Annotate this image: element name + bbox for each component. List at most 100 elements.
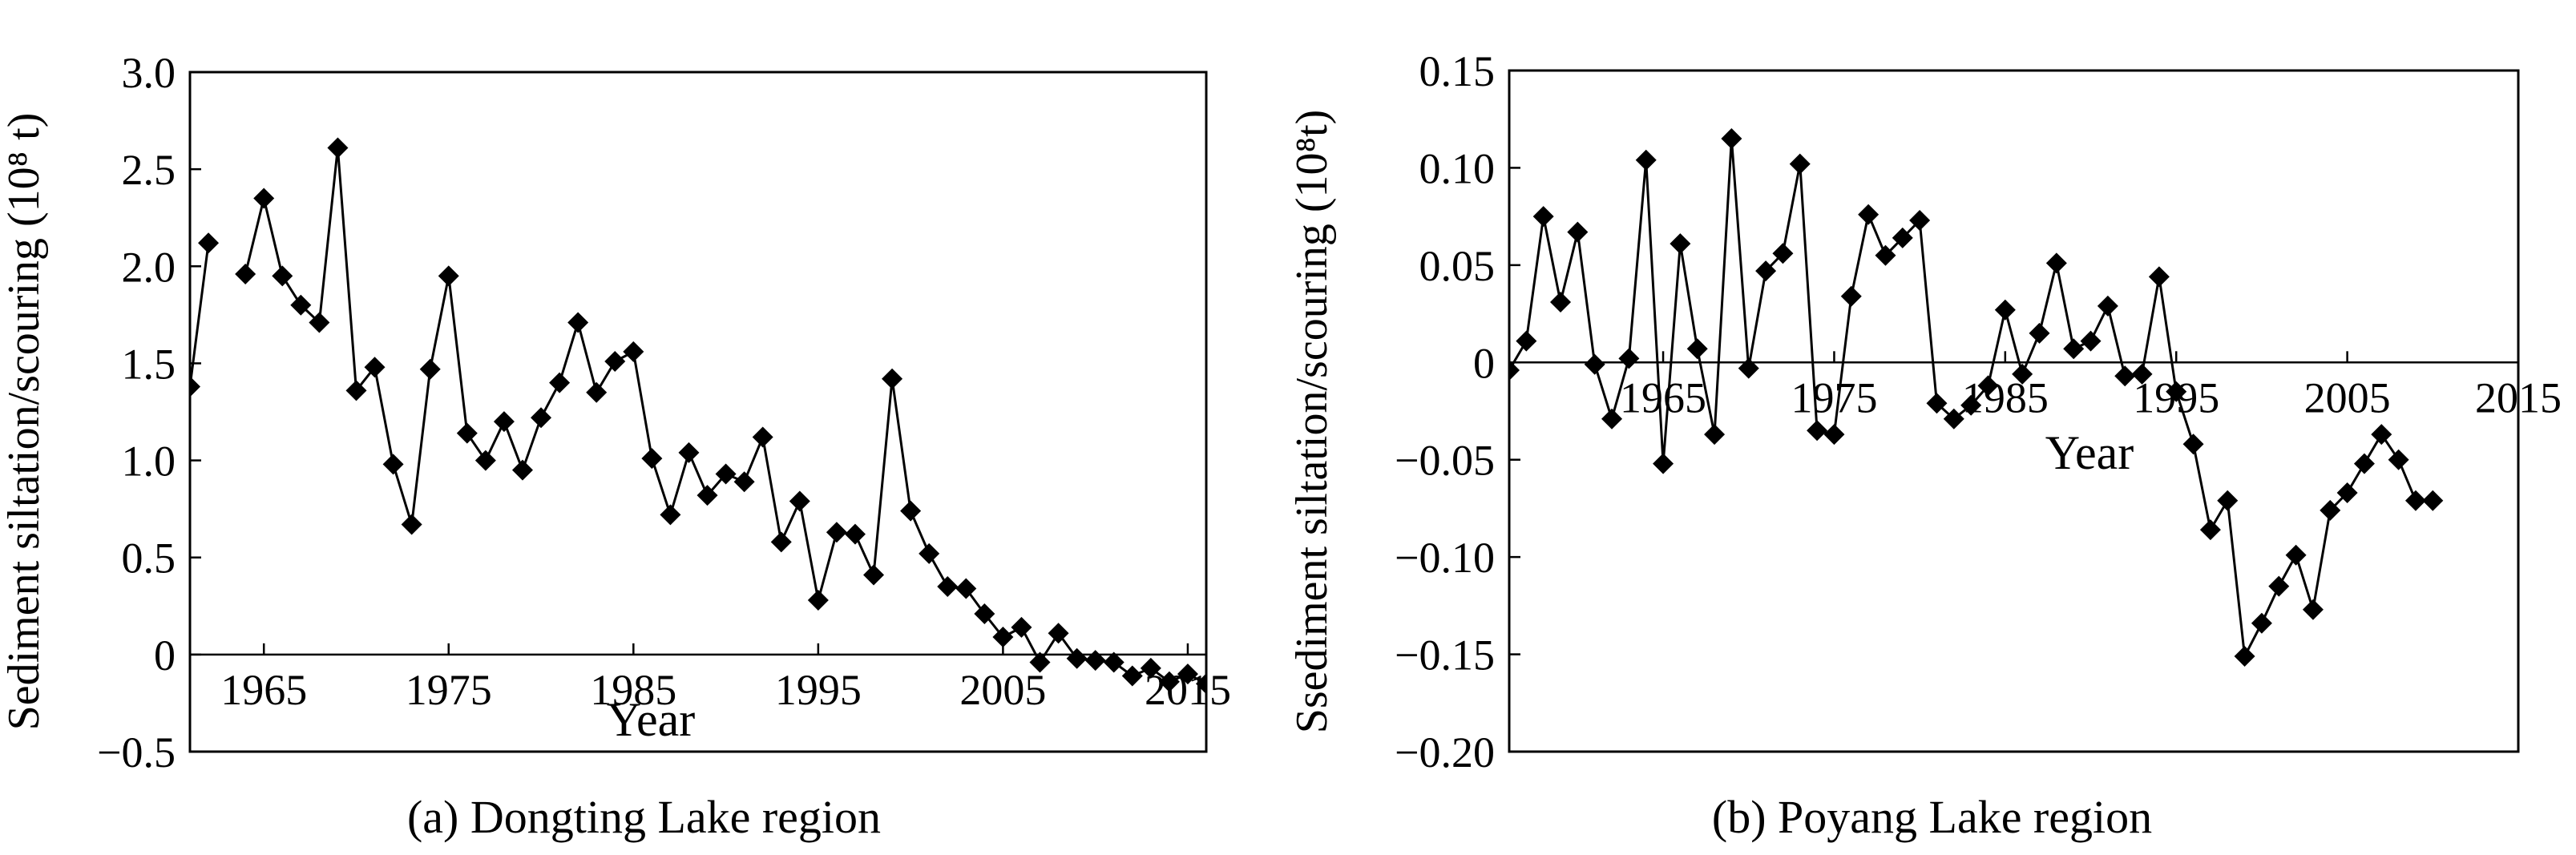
data-point bbox=[2388, 449, 2409, 470]
y-tick-label: −0.10 bbox=[1395, 534, 1495, 582]
data-point bbox=[1158, 671, 1180, 692]
data-point bbox=[696, 485, 718, 506]
data-point bbox=[272, 265, 293, 287]
data-point bbox=[882, 368, 903, 389]
x-tick-label: 1985 bbox=[1962, 373, 2049, 421]
data-point bbox=[1103, 651, 1124, 673]
data-point bbox=[1977, 375, 1999, 397]
data-point bbox=[1584, 353, 1605, 375]
data-point bbox=[623, 341, 644, 362]
plot-frame bbox=[1508, 69, 2520, 753]
data-point bbox=[2371, 424, 2392, 446]
chart-poyang: −0.20 −0.15 −0.10 −0.05 0 0.05 0.10 0.15 1965 197… bbox=[1288, 47, 2562, 776]
data-point bbox=[382, 454, 404, 475]
data-point bbox=[2285, 544, 2307, 566]
data-point bbox=[419, 358, 441, 380]
data-point bbox=[1686, 338, 1708, 360]
data-point bbox=[2012, 363, 2033, 385]
data-point bbox=[2114, 365, 2136, 387]
chart-caption: (b) Poyang Lake region bbox=[1711, 791, 2153, 843]
data-point bbox=[1704, 424, 1726, 446]
chart-panel-poyang: −0.20 −0.15 −0.10 −0.05 0 0.05 0.10 0.15 1965 197… bbox=[1288, 0, 2576, 855]
y-tick-label: −0.05 bbox=[1395, 437, 1495, 485]
data-point bbox=[401, 514, 422, 535]
data-point bbox=[1029, 651, 1051, 673]
data-point bbox=[992, 627, 1014, 648]
data-point bbox=[2404, 490, 2426, 511]
data-point bbox=[2080, 330, 2102, 352]
data-point bbox=[1177, 663, 1198, 685]
chart-dongting: −0.5 0 0.5 1.0 1.5 2.0 2.5 3.0 1965 1975 1985 1995 2… bbox=[0, 49, 1231, 776]
y-tick-label: 2.0 bbox=[122, 243, 176, 291]
data-point bbox=[309, 312, 330, 333]
data-point bbox=[641, 448, 663, 470]
data-point bbox=[1721, 128, 1742, 149]
data-point bbox=[327, 137, 349, 159]
data-point bbox=[1875, 244, 1896, 266]
data-point bbox=[2063, 338, 2085, 360]
data-point bbox=[2251, 612, 2272, 634]
y-tick-label: −0.5 bbox=[97, 728, 176, 776]
data-point bbox=[715, 463, 737, 485]
data-point bbox=[2045, 252, 2067, 274]
data-point bbox=[2182, 434, 2204, 455]
data-point bbox=[1532, 206, 1554, 228]
data-point bbox=[1066, 647, 1088, 669]
data-point bbox=[1670, 233, 1691, 255]
series-line bbox=[190, 243, 210, 387]
plot-frame bbox=[188, 71, 1208, 753]
data-point bbox=[900, 500, 922, 522]
y-tick-label: 1.0 bbox=[122, 438, 176, 486]
data-point bbox=[1196, 673, 1206, 695]
data-point bbox=[1892, 227, 1913, 248]
data-point bbox=[660, 504, 681, 526]
data-point bbox=[2268, 575, 2290, 597]
data-point bbox=[1807, 420, 1828, 442]
data-point bbox=[1943, 408, 1964, 430]
data-point bbox=[2320, 499, 2341, 521]
data-point bbox=[2422, 490, 2444, 511]
data-point bbox=[678, 442, 700, 463]
x-tick-label: 1965 bbox=[220, 666, 307, 714]
data-point bbox=[1926, 393, 1948, 414]
data-point bbox=[1755, 260, 1777, 282]
x-axis-title: Year bbox=[2045, 426, 2134, 479]
data-point bbox=[1858, 204, 1880, 225]
data-point bbox=[1140, 657, 1161, 679]
data-point bbox=[1823, 424, 1845, 446]
y-tick-label: 0.05 bbox=[1419, 242, 1496, 290]
data-point bbox=[1909, 210, 1931, 231]
x-tick-label: 1995 bbox=[775, 666, 862, 714]
y-tick-label: 1.5 bbox=[122, 340, 176, 388]
data-point bbox=[604, 351, 626, 373]
series-line bbox=[244, 147, 1206, 685]
data-point bbox=[752, 426, 773, 448]
data-point bbox=[1789, 153, 1811, 175]
y-tick-label: 3.0 bbox=[122, 49, 176, 97]
data-point bbox=[844, 523, 866, 545]
series bbox=[1509, 128, 2444, 667]
x-tick-label: 1985 bbox=[590, 666, 676, 714]
data-point bbox=[190, 376, 200, 397]
data-point bbox=[364, 357, 386, 378]
chart-panel-dongting: −0.5 0 0.5 1.0 1.5 2.0 2.5 3.0 1965 1975 1985 1995 2… bbox=[0, 49, 1231, 843]
data-point bbox=[531, 407, 552, 429]
data-point bbox=[937, 576, 959, 598]
y-axis-title: Ssediment siltation/scouring (10⁸t) bbox=[1288, 110, 1337, 734]
data-point bbox=[2166, 381, 2187, 402]
x-tick-label: 1975 bbox=[406, 666, 492, 714]
x-tick-label: 1965 bbox=[1620, 373, 1706, 421]
y-tick-label: −0.20 bbox=[1395, 728, 1495, 776]
data-point bbox=[2217, 490, 2239, 511]
data-point bbox=[345, 380, 367, 401]
y-tick-label: 2.5 bbox=[122, 146, 176, 194]
data-point bbox=[567, 312, 589, 333]
y-axis-title: Sediment siltation/scouring (10⁸ t) bbox=[0, 113, 49, 731]
data-point bbox=[826, 522, 847, 543]
data-point bbox=[1960, 394, 1982, 416]
x-tick-label: 1975 bbox=[1791, 373, 1877, 421]
y-tick-label: −0.15 bbox=[1395, 631, 1495, 680]
data-point bbox=[456, 422, 478, 444]
y-tick-label: 0.5 bbox=[122, 534, 176, 583]
data-point bbox=[1516, 330, 1537, 352]
